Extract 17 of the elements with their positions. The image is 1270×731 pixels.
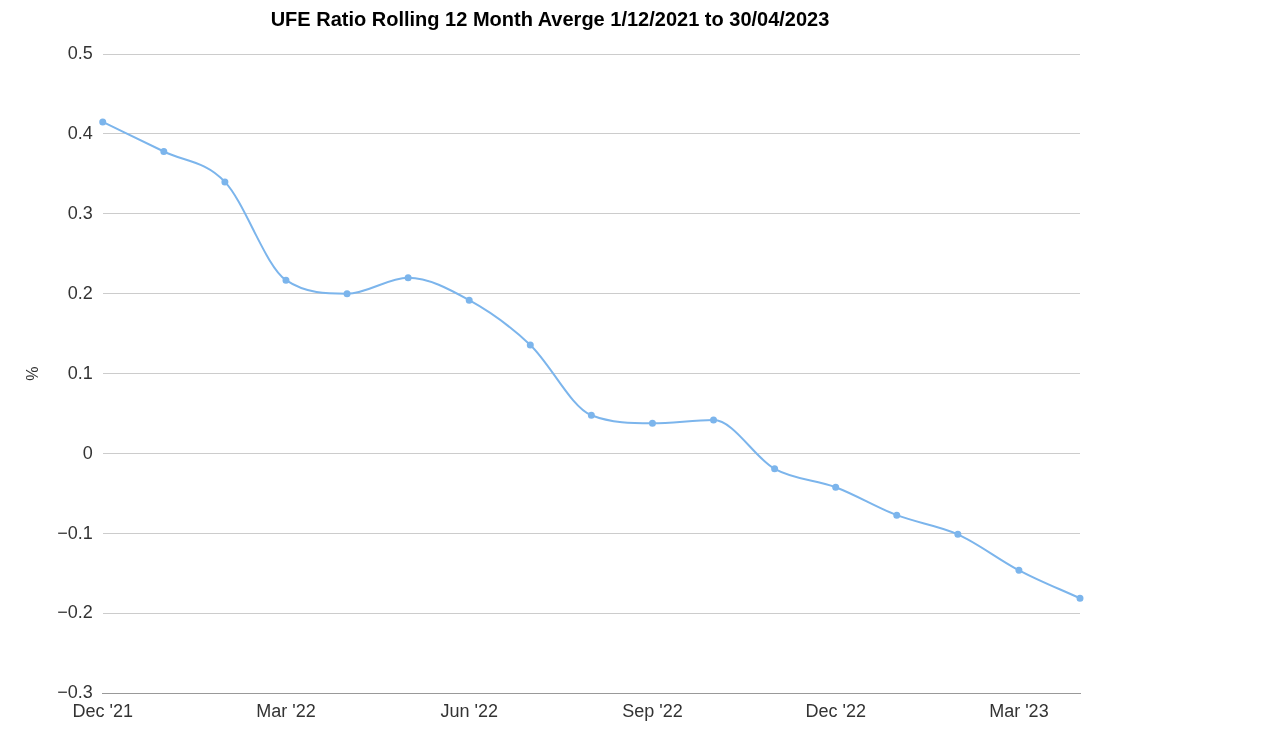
chart-title: UFE Ratio Rolling 12 Month Averge 1/12/2021 to 30/04/2023	[270, 7, 830, 30]
x-tick-label: Jun '22	[440, 701, 498, 722]
x-tick-label: Sep '22	[622, 701, 683, 722]
x-tick-label: Mar '22	[256, 701, 316, 722]
y-axis-title: %	[24, 366, 42, 381]
y-tick-label: −0.2	[57, 602, 93, 623]
y-tick-label: 0	[82, 442, 93, 463]
y-tick-label: 0.4	[67, 122, 93, 143]
x-tick-label: Dec '22	[805, 701, 866, 722]
x-tick-label: Mar '23	[989, 701, 1049, 722]
y-tick-label: −0.3	[57, 682, 93, 703]
y-tick-label: 0.3	[67, 202, 93, 223]
x-tick-label: Dec '21	[72, 701, 133, 722]
y-tick-label: −0.1	[57, 522, 93, 543]
y-tick-label: 0.2	[67, 282, 93, 303]
y-tick-label: 0.1	[67, 362, 93, 383]
y-tick-label: 0.5	[67, 42, 93, 63]
